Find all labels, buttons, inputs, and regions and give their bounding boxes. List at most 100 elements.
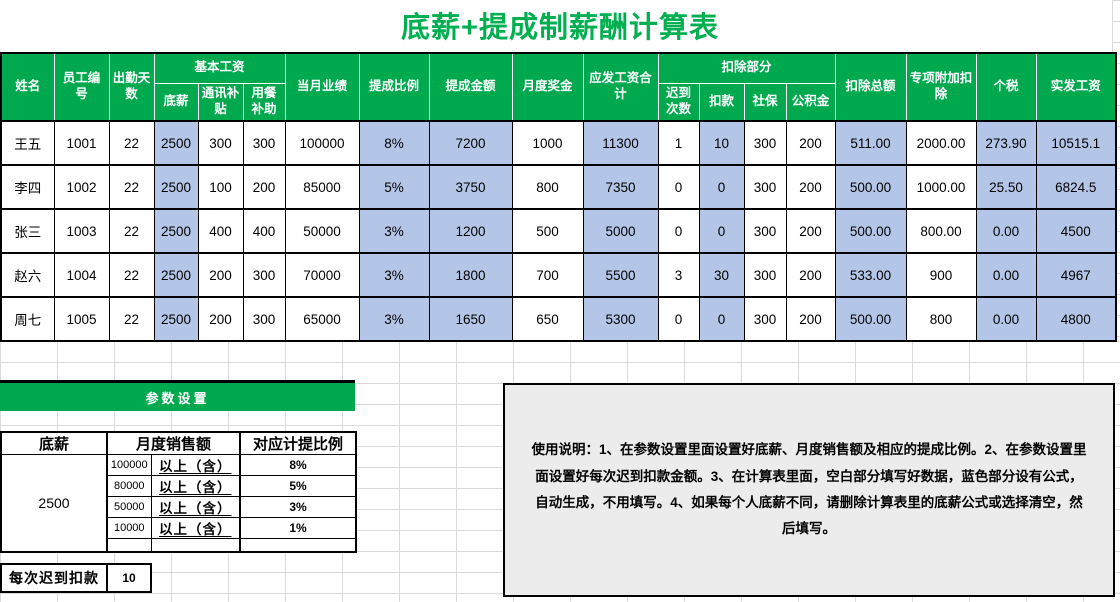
- col-header-income-tax[interactable]: 个税: [975, 52, 1037, 122]
- cell-late-deduction[interactable]: 0: [698, 164, 745, 210]
- cell-monthly-sales[interactable]: 50000: [284, 208, 360, 254]
- cell-total-deduction[interactable]: 500.00: [834, 208, 907, 254]
- cell-employee-id[interactable]: 1001: [53, 120, 110, 166]
- param-empty-cell[interactable]: [239, 538, 357, 552]
- cell-commission-rate[interactable]: 3%: [358, 252, 430, 298]
- cell-monthly-sales[interactable]: 65000: [284, 296, 360, 342]
- cell-income-tax[interactable]: 273.90: [975, 120, 1037, 166]
- col-header-commission-rate[interactable]: 提成比例: [358, 52, 430, 122]
- col-header-gross-pay[interactable]: 应发工资合计: [582, 52, 659, 122]
- cell-gross-pay[interactable]: 5000: [582, 208, 659, 254]
- cell-late-deduction[interactable]: 0: [698, 296, 745, 342]
- cell-late-count[interactable]: 0: [657, 164, 700, 210]
- cell-employee-id[interactable]: 1005: [53, 296, 110, 342]
- cell-total-deduction[interactable]: 500.00: [834, 296, 907, 342]
- param-tier-above-label[interactable]: 以上（含）: [150, 475, 241, 497]
- cell-net-pay[interactable]: 4967: [1035, 252, 1117, 298]
- param-tier-threshold[interactable]: 50000: [106, 496, 152, 518]
- cell-base-salary[interactable]: 2500: [153, 252, 199, 298]
- cell-special-deduction[interactable]: 800.00: [905, 208, 977, 254]
- cell-late-deduction[interactable]: 0: [698, 208, 745, 254]
- cell-base-salary[interactable]: 2500: [153, 120, 199, 166]
- cell-special-deduction[interactable]: 900: [905, 252, 977, 298]
- col-header-late-deduction[interactable]: 扣款: [698, 82, 745, 122]
- param-tier-rate[interactable]: 3%: [239, 496, 357, 518]
- cell-income-tax[interactable]: 25.50: [975, 164, 1037, 210]
- cell-gross-pay[interactable]: 5300: [582, 296, 659, 342]
- cell-commission-amount[interactable]: 3750: [428, 164, 513, 210]
- cell-total-deduction[interactable]: 511.00: [834, 120, 907, 166]
- col-header-attendance-days[interactable]: 出勤天数: [108, 52, 155, 122]
- col-header-meal-allowance[interactable]: 用餐补助: [242, 82, 286, 122]
- cell-attendance-days[interactable]: 22: [108, 208, 155, 254]
- col-header-base-salary[interactable]: 底薪: [153, 82, 199, 122]
- col-header-comm-subsidy[interactable]: 通讯补贴: [197, 82, 244, 122]
- cell-net-pay[interactable]: 10515.1: [1035, 120, 1117, 166]
- cell-total-deduction[interactable]: 500.00: [834, 164, 907, 210]
- col-header-net-pay[interactable]: 实发工资: [1035, 52, 1117, 122]
- late-penalty-value[interactable]: 10: [106, 563, 152, 593]
- col-header-social-security[interactable]: 社保: [743, 82, 787, 122]
- col-header-total-deduction[interactable]: 扣除总额: [834, 52, 907, 122]
- cell-name[interactable]: 王五: [0, 120, 55, 166]
- cell-income-tax[interactable]: 0.00: [975, 252, 1037, 298]
- cell-social-security[interactable]: 300: [743, 164, 787, 210]
- cell-name[interactable]: 赵六: [0, 252, 55, 298]
- cell-base-salary[interactable]: 2500: [153, 164, 199, 210]
- cell-special-deduction[interactable]: 800: [905, 296, 977, 342]
- cell-net-pay[interactable]: 4500: [1035, 208, 1117, 254]
- cell-net-pay[interactable]: 6824.5: [1035, 164, 1117, 210]
- cell-late-count[interactable]: 1: [657, 120, 700, 166]
- cell-monthly-bonus[interactable]: 500: [511, 208, 584, 254]
- cell-gross-pay[interactable]: 7350: [582, 164, 659, 210]
- param-header-commission-ratio[interactable]: 对应计提比例: [239, 431, 357, 455]
- param-tier-above-label[interactable]: 以上（含）: [150, 496, 241, 518]
- cell-name[interactable]: 张三: [0, 208, 55, 254]
- cell-meal-allowance[interactable]: 200: [242, 164, 286, 210]
- param-tier-rate[interactable]: 8%: [239, 454, 357, 476]
- cell-commission-rate[interactable]: 3%: [358, 208, 430, 254]
- param-empty-cell[interactable]: [150, 538, 241, 552]
- cell-housing-fund[interactable]: 200: [785, 208, 836, 254]
- param-tier-threshold[interactable]: 100000: [106, 454, 152, 476]
- param-header-base-salary[interactable]: 底薪: [0, 431, 108, 455]
- cell-meal-allowance[interactable]: 300: [242, 120, 286, 166]
- cell-meal-allowance[interactable]: 400: [242, 208, 286, 254]
- cell-income-tax[interactable]: 0.00: [975, 208, 1037, 254]
- param-tier-above-label[interactable]: 以上（含）: [150, 517, 241, 539]
- param-empty-cell[interactable]: [106, 538, 152, 552]
- cell-comm-subsidy[interactable]: 400: [197, 208, 244, 254]
- late-penalty-label[interactable]: 每次迟到扣款: [0, 563, 108, 593]
- col-header-late-count[interactable]: 迟到次数: [657, 82, 700, 122]
- group-header-basic-salary[interactable]: 基本工资: [153, 52, 286, 84]
- cell-base-salary[interactable]: 2500: [153, 296, 199, 342]
- cell-commission-amount[interactable]: 1200: [428, 208, 513, 254]
- cell-comm-subsidy[interactable]: 200: [197, 296, 244, 342]
- cell-attendance-days[interactable]: 22: [108, 120, 155, 166]
- cell-base-salary[interactable]: 2500: [153, 208, 199, 254]
- cell-monthly-bonus[interactable]: 700: [511, 252, 584, 298]
- cell-late-deduction[interactable]: 30: [698, 252, 745, 298]
- cell-employee-id[interactable]: 1003: [53, 208, 110, 254]
- cell-late-count[interactable]: 3: [657, 252, 700, 298]
- group-header-deductions[interactable]: 扣除部分: [657, 52, 836, 84]
- cell-monthly-bonus[interactable]: 650: [511, 296, 584, 342]
- cell-commission-rate[interactable]: 8%: [358, 120, 430, 166]
- cell-special-deduction[interactable]: 1000.00: [905, 164, 977, 210]
- cell-social-security[interactable]: 300: [743, 252, 787, 298]
- param-base-salary-value[interactable]: 2500: [0, 454, 108, 552]
- cell-attendance-days[interactable]: 22: [108, 164, 155, 210]
- cell-monthly-sales[interactable]: 70000: [284, 252, 360, 298]
- cell-commission-rate[interactable]: 5%: [358, 164, 430, 210]
- cell-commission-amount[interactable]: 1800: [428, 252, 513, 298]
- cell-late-deduction[interactable]: 10: [698, 120, 745, 166]
- cell-income-tax[interactable]: 0.00: [975, 296, 1037, 342]
- cell-commission-rate[interactable]: 3%: [358, 296, 430, 342]
- cell-monthly-sales[interactable]: 100000: [284, 120, 360, 166]
- cell-comm-subsidy[interactable]: 300: [197, 120, 244, 166]
- param-tier-threshold[interactable]: 80000: [106, 475, 152, 497]
- param-tier-threshold[interactable]: 10000: [106, 517, 152, 539]
- cell-social-security[interactable]: 300: [743, 208, 787, 254]
- cell-commission-amount[interactable]: 7200: [428, 120, 513, 166]
- param-tier-rate[interactable]: 5%: [239, 475, 357, 497]
